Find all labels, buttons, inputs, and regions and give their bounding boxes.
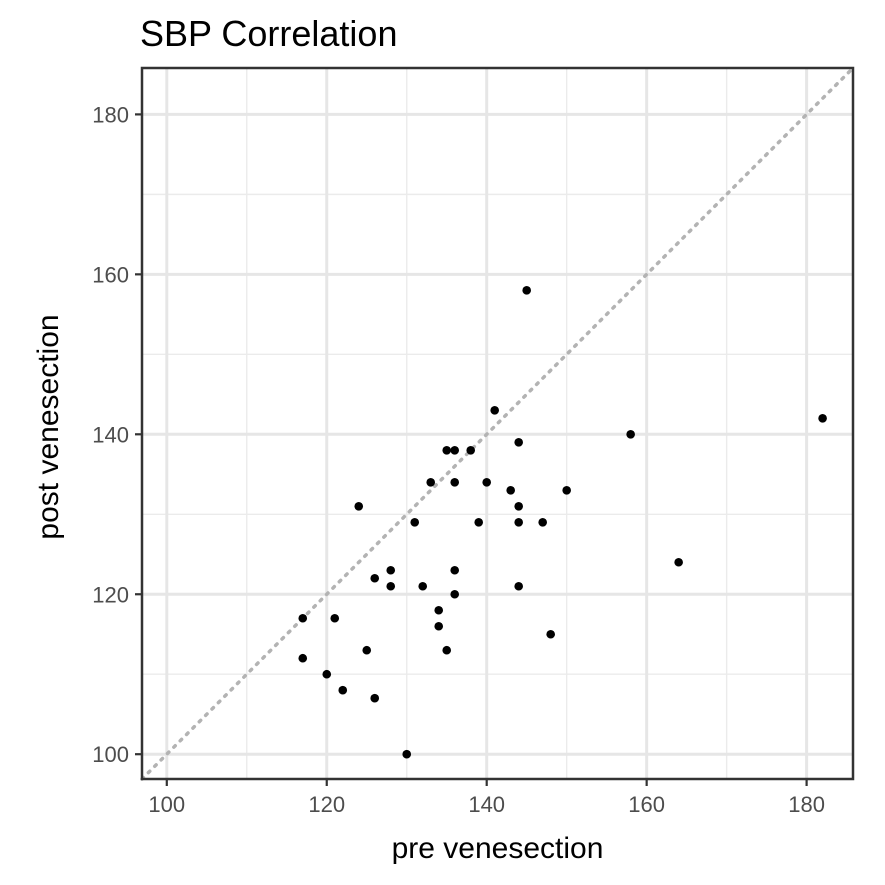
y-tick-label: 100 <box>92 742 129 767</box>
data-point <box>434 605 444 615</box>
data-point <box>442 645 452 655</box>
data-point <box>506 485 515 495</box>
y-tick-label: 120 <box>92 582 129 607</box>
data-point <box>450 589 460 599</box>
data-point <box>474 517 484 527</box>
data-point <box>450 477 460 487</box>
data-point <box>450 445 460 455</box>
data-point <box>442 445 452 455</box>
data-point <box>330 613 340 623</box>
chart-title: SBP Correlation <box>140 13 397 54</box>
data-point <box>298 613 308 623</box>
data-point <box>514 517 523 527</box>
x-axis-label: pre venesection <box>392 832 604 865</box>
data-point <box>562 485 571 495</box>
data-point <box>370 693 380 703</box>
data-point <box>538 517 547 527</box>
data-points <box>298 286 827 759</box>
x-tick-label: 100 <box>148 792 185 817</box>
data-point <box>490 406 500 415</box>
minor-gridlines <box>142 68 853 779</box>
data-point <box>386 565 396 575</box>
x-tick-label: 180 <box>788 792 825 817</box>
x-tick-label: 140 <box>468 792 505 817</box>
data-point <box>482 477 492 487</box>
data-point <box>338 685 348 695</box>
data-point <box>818 414 827 423</box>
data-point <box>370 573 380 583</box>
x-tick-label: 160 <box>628 792 665 817</box>
data-point <box>354 501 364 511</box>
major-gridlines <box>142 68 853 779</box>
x-axis-ticks: 100 120 140 160 180 <box>148 779 825 817</box>
x-tick-label: 120 <box>308 792 345 817</box>
data-point <box>514 501 523 511</box>
data-point <box>546 629 555 639</box>
data-point <box>466 445 476 455</box>
data-point <box>418 581 428 591</box>
data-point <box>386 581 396 591</box>
data-point <box>674 557 683 567</box>
identity-reference-line <box>140 66 855 781</box>
plot-border <box>140 66 855 781</box>
data-point <box>410 517 420 527</box>
data-point <box>298 653 308 663</box>
y-tick-label: 160 <box>92 262 129 287</box>
data-point <box>402 749 412 759</box>
data-point <box>514 581 523 591</box>
data-point <box>626 429 635 439</box>
data-point <box>362 645 372 655</box>
data-point <box>514 437 523 447</box>
data-point <box>522 286 531 295</box>
data-point <box>322 669 332 679</box>
data-point <box>434 621 444 631</box>
y-axis-label: post venesection <box>32 314 65 539</box>
data-point <box>426 477 436 487</box>
data-point <box>450 565 460 575</box>
y-tick-label: 140 <box>92 422 129 447</box>
y-tick-label: 180 <box>92 102 129 127</box>
y-axis-ticks: 100 120 140 160 180 <box>92 102 142 767</box>
